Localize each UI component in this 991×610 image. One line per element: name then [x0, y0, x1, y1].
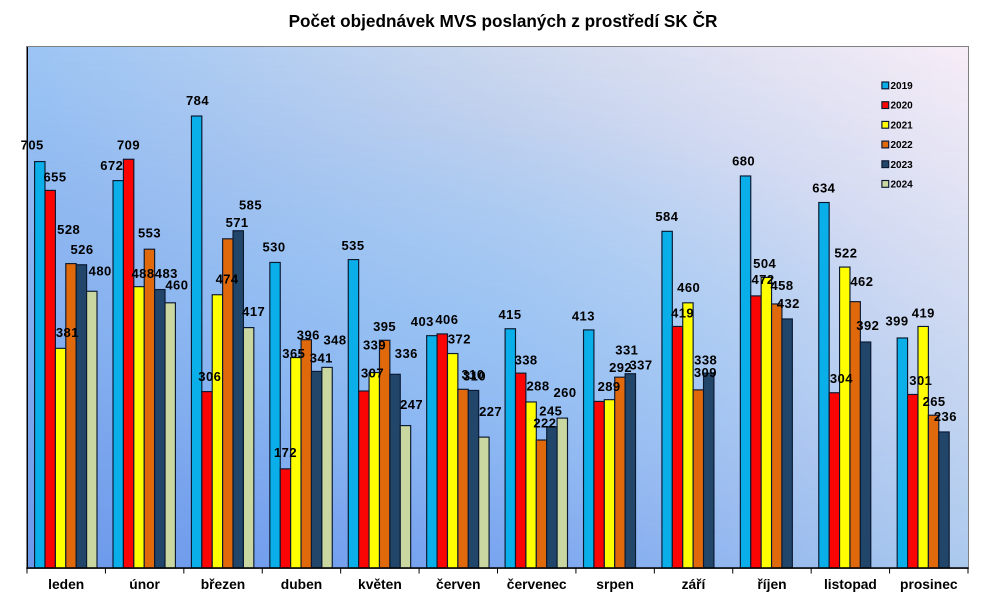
svg-text:406: 406 [435, 312, 458, 327]
svg-text:srpen: srpen [596, 577, 634, 592]
svg-text:526: 526 [70, 242, 93, 257]
svg-text:222: 222 [533, 415, 556, 430]
svg-text:462: 462 [850, 274, 873, 289]
svg-text:245: 245 [539, 404, 562, 419]
svg-text:301: 301 [909, 373, 932, 388]
svg-text:472: 472 [751, 272, 774, 287]
svg-text:413: 413 [572, 309, 595, 324]
svg-text:338: 338 [515, 352, 538, 367]
svg-text:504: 504 [753, 256, 776, 271]
svg-text:381: 381 [56, 325, 79, 340]
svg-text:247: 247 [400, 397, 423, 412]
svg-text:348: 348 [323, 332, 346, 347]
svg-text:292: 292 [609, 360, 632, 375]
svg-text:2023: 2023 [891, 160, 914, 171]
svg-text:339: 339 [363, 338, 386, 353]
svg-text:341: 341 [310, 351, 333, 366]
svg-text:655: 655 [43, 170, 66, 185]
svg-text:522: 522 [834, 245, 857, 260]
svg-text:483: 483 [155, 266, 178, 281]
svg-text:prosinec: prosinec [900, 577, 958, 592]
svg-text:372: 372 [448, 332, 471, 347]
svg-text:289: 289 [598, 379, 621, 394]
svg-text:396: 396 [297, 327, 320, 342]
svg-text:Počet objednávek MVS poslaných: Počet objednávek MVS poslaných z prostře… [289, 11, 718, 31]
svg-text:672: 672 [100, 158, 123, 173]
svg-text:červenec: červenec [507, 577, 567, 592]
svg-text:480: 480 [89, 263, 112, 278]
svg-text:říjen: říjen [757, 577, 786, 592]
svg-text:338: 338 [694, 352, 717, 367]
svg-text:365: 365 [282, 346, 305, 361]
svg-text:584: 584 [655, 209, 678, 224]
svg-text:260: 260 [553, 385, 576, 400]
svg-text:392: 392 [856, 318, 879, 333]
svg-text:403: 403 [411, 314, 434, 329]
svg-text:530: 530 [262, 239, 285, 254]
svg-text:585: 585 [239, 197, 262, 212]
svg-text:306: 306 [198, 369, 221, 384]
svg-text:304: 304 [830, 371, 853, 386]
svg-text:172: 172 [274, 445, 297, 460]
svg-text:310: 310 [461, 367, 484, 382]
svg-text:419: 419 [671, 305, 694, 320]
svg-text:417: 417 [242, 304, 265, 319]
svg-text:únor: únor [129, 577, 160, 592]
svg-text:227: 227 [479, 404, 502, 419]
svg-text:432: 432 [777, 296, 800, 311]
svg-text:337: 337 [629, 358, 652, 373]
svg-text:2024: 2024 [891, 180, 914, 191]
svg-text:336: 336 [395, 346, 418, 361]
svg-text:535: 535 [341, 238, 364, 253]
svg-text:419: 419 [912, 306, 935, 321]
svg-text:2019: 2019 [891, 81, 914, 92]
svg-text:415: 415 [498, 307, 521, 322]
svg-text:458: 458 [770, 278, 793, 293]
svg-text:705: 705 [21, 137, 44, 152]
svg-text:307: 307 [361, 366, 384, 381]
svg-text:březen: březen [201, 577, 245, 592]
svg-text:553: 553 [138, 226, 161, 241]
svg-text:488: 488 [131, 266, 154, 281]
svg-text:331: 331 [615, 342, 638, 357]
svg-text:309: 309 [694, 365, 717, 380]
svg-text:399: 399 [885, 313, 908, 328]
svg-text:2021: 2021 [891, 120, 914, 131]
svg-text:709: 709 [117, 137, 140, 152]
svg-text:288: 288 [526, 379, 549, 394]
svg-text:460: 460 [677, 280, 700, 295]
svg-text:2022: 2022 [891, 140, 914, 151]
svg-text:528: 528 [57, 222, 80, 237]
svg-text:460: 460 [165, 278, 188, 293]
svg-text:květen: květen [358, 577, 402, 592]
svg-text:265: 265 [923, 394, 946, 409]
svg-text:474: 474 [216, 272, 239, 287]
svg-text:310: 310 [463, 368, 486, 383]
svg-text:2020: 2020 [891, 101, 914, 112]
svg-text:duben: duben [281, 577, 322, 592]
svg-text:634: 634 [812, 181, 835, 196]
svg-text:červen: červen [436, 577, 481, 592]
svg-text:leden: leden [48, 577, 84, 592]
svg-text:236: 236 [934, 409, 957, 424]
svg-text:784: 784 [186, 93, 209, 108]
svg-text:září: září [682, 577, 707, 592]
svg-text:395: 395 [373, 319, 396, 334]
svg-text:571: 571 [226, 215, 249, 230]
svg-text:listopad: listopad [824, 577, 877, 592]
svg-text:680: 680 [732, 153, 755, 168]
